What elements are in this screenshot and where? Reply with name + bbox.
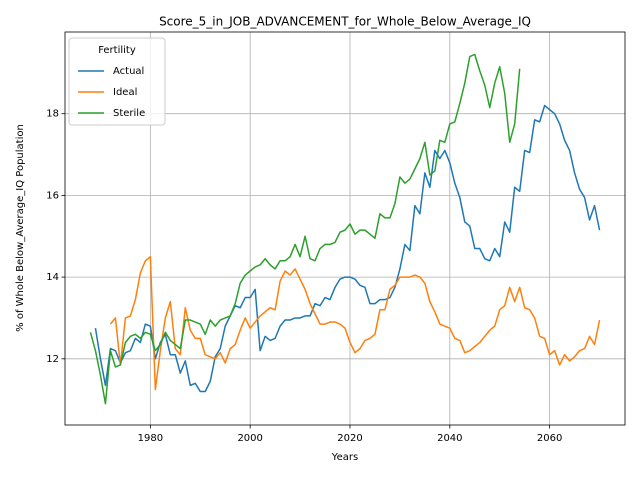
- legend-label: Actual: [113, 66, 144, 77]
- legend-label: Sterile: [113, 108, 145, 119]
- data-line: [109, 255, 601, 391]
- data-line: [89, 53, 521, 405]
- y-tick-label: 14: [46, 272, 59, 283]
- x-tick-label: 2020: [337, 433, 362, 444]
- x-tick-label: 2040: [437, 433, 462, 444]
- x-tick-label: 2060: [537, 433, 562, 444]
- y-tick-label: 16: [46, 190, 59, 201]
- x-tick-label: 1980: [138, 433, 163, 444]
- x-axis-label: Years: [331, 452, 358, 463]
- y-tick-label: 12: [46, 354, 59, 365]
- data-line: [94, 104, 601, 393]
- plot-frame: [64, 31, 626, 426]
- y-axis-label: % of Whole Below_Average_IQ Population: [15, 124, 26, 332]
- legend-box: [68, 37, 166, 126]
- chart-title: Score_5_in_JOB_ADVANCEMENT_for_Whole_Bel…: [159, 15, 531, 29]
- legend-label: Ideal: [113, 87, 137, 98]
- y-tick-label: 18: [46, 109, 59, 120]
- x-tick-label: 2000: [237, 433, 262, 444]
- legend-title: Fertility: [98, 45, 136, 56]
